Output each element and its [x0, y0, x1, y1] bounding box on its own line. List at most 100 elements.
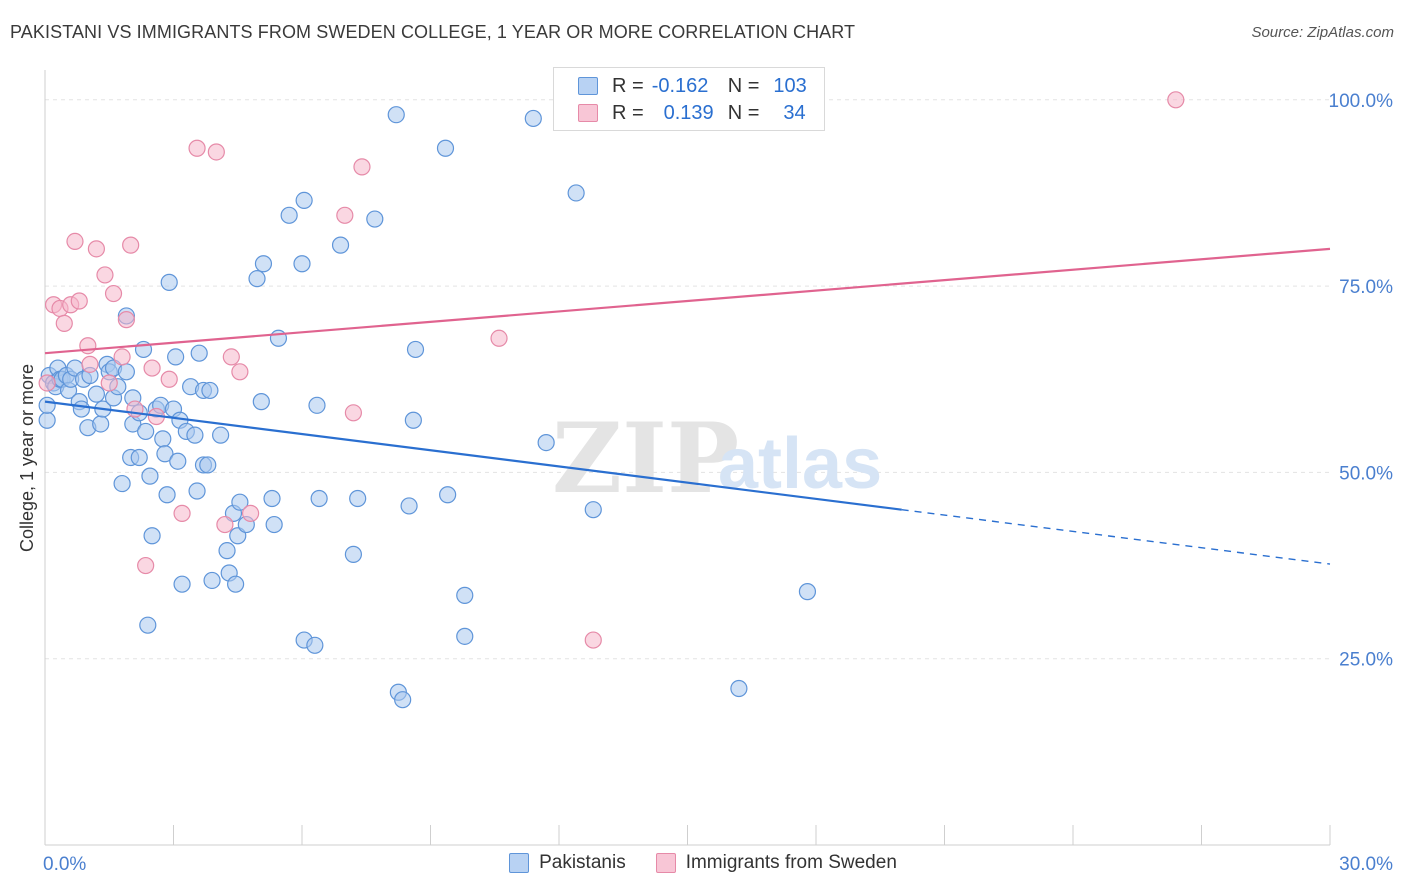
n-label: N = [727, 74, 760, 97]
pakistanis-point [158, 486, 176, 504]
pakistanis-point [293, 255, 311, 273]
pakistanis-point [130, 448, 148, 467]
pakistanis-point [265, 515, 283, 534]
sweden-point [344, 404, 362, 422]
pakistanis-point [254, 255, 273, 273]
pakistanis-trendline-extension [901, 508, 1331, 565]
sweden-point [222, 348, 240, 366]
pakistanis-point [169, 452, 187, 470]
pakistanis-point [308, 396, 326, 414]
legend-row-pakistanis: R = -0.162 N = 103 [578, 74, 807, 98]
pakistanis-point [203, 571, 221, 590]
pakistanis-point [190, 344, 208, 362]
sweden-point [104, 284, 123, 303]
pakistanis-point [188, 482, 206, 500]
sweden-point [231, 363, 249, 381]
pakistanis-point [38, 396, 56, 414]
pakistanis-point [218, 542, 236, 560]
sweden-swatch [578, 104, 598, 122]
pakistanis-point [524, 109, 542, 128]
sweden-legend-swatch [655, 853, 676, 873]
pakistanis-point [154, 430, 172, 448]
sweden-point [242, 504, 260, 522]
pakistanis-legend-label: Pakistanis [539, 852, 626, 873]
pakistanis-point [730, 679, 748, 698]
pakistanis-point [280, 206, 298, 224]
pakistanis-point [160, 273, 178, 291]
sweden-trendline [44, 247, 1331, 355]
pakistanis-point [173, 575, 191, 593]
correlation-legend: R = -0.162 N = 103 R = 0.139 N = 34 [553, 67, 825, 131]
watermark-atlas: atlas [718, 424, 882, 504]
pakistanis-point [141, 467, 159, 485]
pakistanis-point [139, 616, 157, 634]
source-label: Source: ZipAtlas.com [1251, 24, 1394, 41]
pakistanis-point [310, 489, 328, 508]
pakistanis-r-value: -0.162 [651, 74, 709, 97]
pakistanis-trendline [44, 400, 902, 511]
pakistanis-point [456, 627, 474, 645]
pakistanis-point [201, 381, 219, 400]
pakistanis-point [344, 545, 362, 563]
pakistanis-point [567, 184, 585, 202]
pakistanis-point [263, 489, 281, 508]
sweden-point [137, 556, 155, 575]
sweden-point [160, 370, 178, 388]
pakistanis-point [349, 489, 367, 508]
y-tick-label: 25.0% [1339, 650, 1393, 671]
sweden-point [173, 504, 191, 522]
pakistanis-point [406, 340, 425, 359]
sweden-point [490, 329, 508, 347]
pakistanis-point [404, 411, 422, 429]
y-tick-label: 100.0% [1329, 91, 1394, 112]
pakistanis-point [38, 411, 56, 429]
sweden-n-value: 34 [783, 101, 806, 124]
sweden-point [584, 631, 602, 649]
n-label: N = [727, 101, 760, 124]
sweden-point [87, 240, 106, 258]
pakistanis-swatch [578, 77, 598, 95]
sweden-point [113, 348, 131, 366]
pakistanis-point [72, 400, 91, 418]
pakistanis-point [117, 363, 135, 381]
pakistanis-point [306, 636, 324, 654]
pakistanis-point [295, 191, 313, 210]
sweden-point [188, 139, 206, 157]
sweden-point [336, 206, 354, 224]
y-tick-label: 75.0% [1339, 277, 1393, 298]
pakistanis-point [87, 385, 106, 403]
sweden-point [96, 266, 114, 284]
pakistanis-point [231, 493, 249, 511]
sweden-point [122, 236, 140, 254]
sweden-r-value: 0.139 [663, 101, 714, 124]
sweden-point [143, 359, 161, 377]
pakistanis-point [400, 497, 418, 515]
pakistanis-point [92, 415, 110, 433]
legend-item-sweden: Immigrants from Sweden [655, 852, 897, 874]
pakistanis-point [167, 348, 185, 366]
pakistanis-point [537, 433, 555, 452]
chart-title: PAKISTANI VS IMMIGRANTS FROM SWEDEN COLL… [10, 22, 856, 42]
legend-row-sweden: R = 0.139 N = 34 [578, 101, 806, 125]
pakistanis-point [366, 210, 384, 228]
pakistanis-point [186, 426, 204, 444]
pakistanis-legend-swatch [509, 853, 530, 873]
pakistanis-point [456, 586, 474, 604]
sweden-point [117, 311, 135, 329]
pakistanis-point [113, 474, 131, 493]
series-legend: Pakistanis Immigrants from Sweden [0, 852, 1406, 874]
pakistanis-point [436, 139, 455, 157]
sweden-point [79, 337, 97, 355]
sweden-point [100, 374, 118, 392]
r-label: R = [612, 74, 644, 97]
sweden-point [38, 374, 56, 392]
x-tick-label: 30.0% [1339, 854, 1393, 875]
sweden-legend-label: Immigrants from Sweden [685, 852, 897, 873]
sweden-point [55, 314, 73, 332]
sweden-point [353, 158, 371, 176]
watermark-zip: ZIP [552, 402, 739, 515]
pakistanis-point [584, 501, 602, 519]
pakistanis-point [199, 456, 217, 474]
pakistanis-point [439, 486, 457, 504]
